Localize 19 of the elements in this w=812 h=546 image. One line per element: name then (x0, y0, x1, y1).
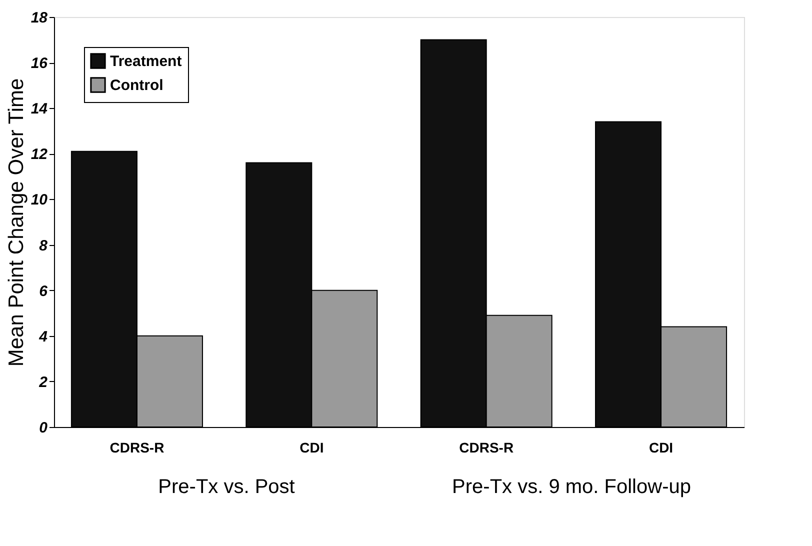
y-tick-label: 6 (39, 282, 48, 300)
legend-label: Treatment (110, 53, 182, 70)
y-tick-label: 8 (39, 237, 48, 254)
text: Pre-Tx vs. Post (158, 476, 296, 498)
y-tick-label: 4 (38, 328, 48, 346)
y-tick-label: 12 (30, 146, 48, 164)
legend-label: Control (110, 77, 164, 94)
y-tick-label: 0 (39, 420, 48, 436)
x-tick-label: CDRS-R (110, 440, 164, 456)
y-tick-label: 16 (30, 55, 48, 72)
y-tick-label: 14 (30, 100, 48, 118)
x-tick-label: CDRS-R (459, 440, 514, 456)
y-tick-label: 10 (30, 192, 48, 209)
y-tick-label: 2 (38, 374, 48, 391)
x-tick-label: CDI (648, 440, 674, 456)
text: Pre-Tx vs. 9 mo. Follow-up (452, 476, 691, 498)
y-axis-title: Mean Point Change Over Time (4, 78, 28, 367)
x-tick-label: CDI (300, 440, 324, 456)
y-tick-label: 18 (30, 10, 48, 26)
